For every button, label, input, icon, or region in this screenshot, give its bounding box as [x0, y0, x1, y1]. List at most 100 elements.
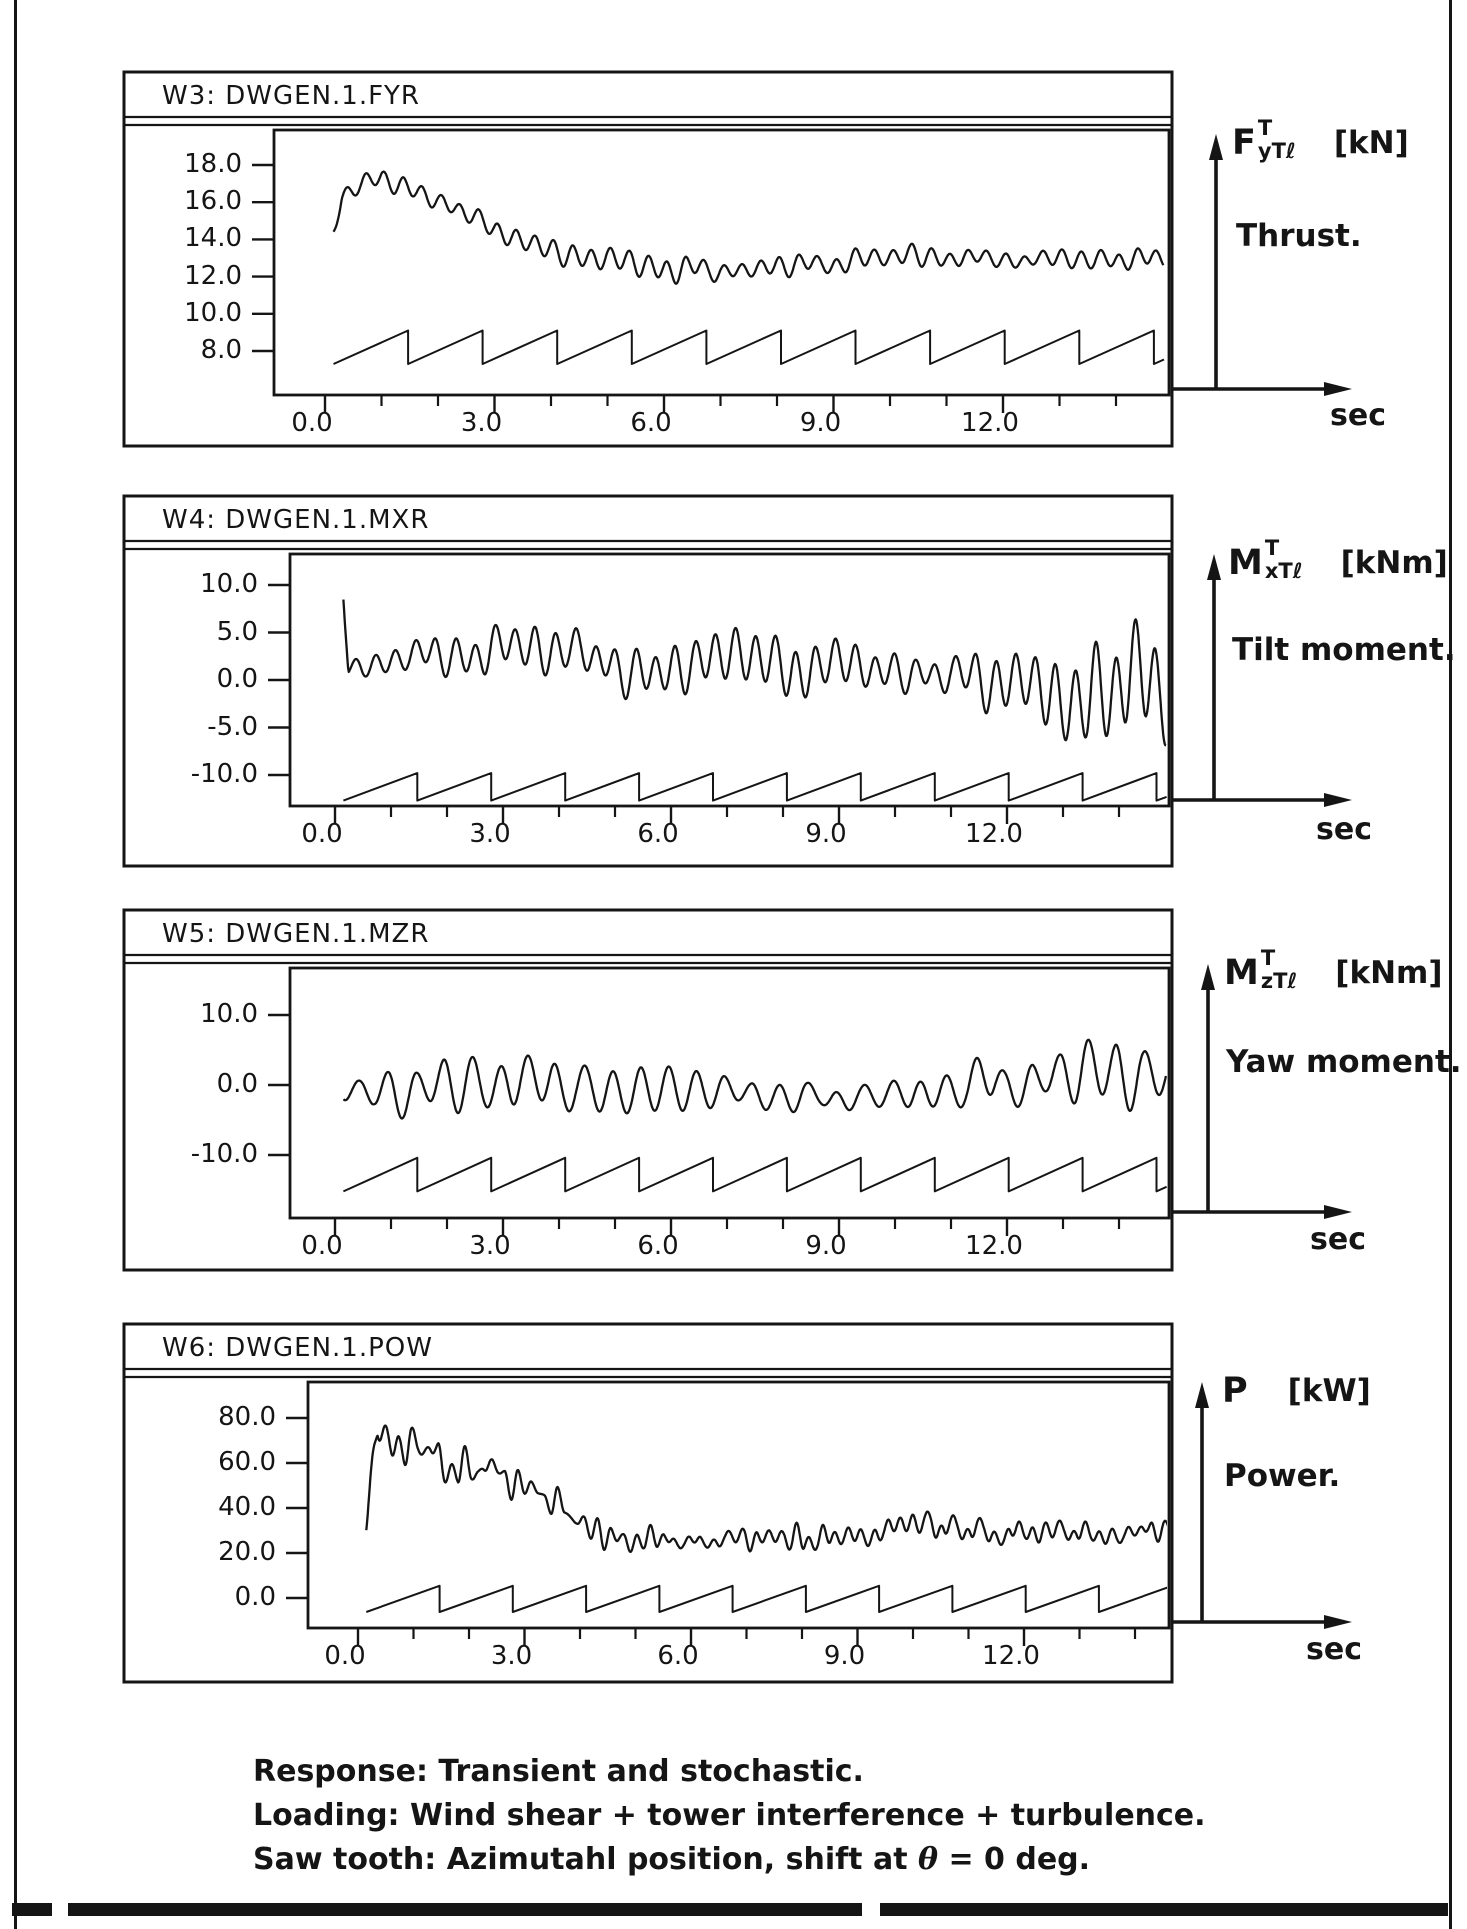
w6-plot-box — [306, 1380, 1171, 1630]
page-border-right — [1449, 0, 1452, 1929]
w4-y-tick-label: 0.0 — [216, 664, 258, 694]
caption-line-response: Response: Transient and stochastic. — [253, 1754, 864, 1789]
w3-signal-path — [332, 170, 1165, 285]
w6-sawtooth-path — [365, 1584, 1167, 1613]
w5-quantity-arrowhead-icon — [1201, 964, 1215, 990]
w6-window-frame — [122, 1322, 1174, 1684]
w4-unit-label: [kNm] — [1340, 545, 1448, 581]
w5-y-tick-label: 10.0 — [200, 999, 258, 1029]
w3-time-unit-label: sec — [1330, 398, 1386, 433]
w4-signal-path — [342, 599, 1167, 747]
w5-time-arrowhead-icon — [1324, 1205, 1352, 1219]
w4-x-tick-label: 3.0 — [469, 819, 511, 849]
w6-signal-path — [365, 1424, 1167, 1554]
w3-y-tick-label: 14.0 — [184, 223, 242, 254]
w6-y-tick-label: 20.0 — [218, 1537, 276, 1567]
w4-window-frame — [122, 494, 1174, 868]
w3-sawtooth-path — [333, 329, 1165, 365]
w6-x-tick-label: 12.0 — [982, 1641, 1040, 1671]
w6-x-tick-label: 0.0 — [324, 1641, 366, 1671]
w5-unit-label: [kNm] — [1335, 955, 1443, 991]
w6-x-tick-label: 3.0 — [490, 1641, 533, 1671]
w5-window-title: W5: DWGEN.1.MZR — [162, 919, 430, 949]
w5-y-tick-label: 0.0 — [216, 1069, 258, 1099]
w3-y-tick-label: 18.0 — [184, 149, 242, 179]
w4-window-title: W4: DWGEN.1.MXR — [162, 505, 430, 535]
w3-y-tick-label: 8.0 — [200, 335, 242, 365]
w4-plot-box — [288, 552, 1171, 808]
w3-description-label: Thrust. — [1236, 218, 1362, 254]
w5-x-tick-label: 6.0 — [637, 1231, 679, 1261]
w3-unit-label: [kN] — [1333, 125, 1409, 161]
w4-y-tick-label: -5.0 — [207, 711, 258, 742]
w3-x-tick-label: 12.0 — [961, 408, 1019, 438]
w6-y-tick-label: 80.0 — [218, 1402, 276, 1432]
w6-time-arrowhead-icon — [1324, 1615, 1352, 1629]
w4-x-tick-label: 9.0 — [805, 819, 847, 849]
w6-time-unit-label: sec — [1306, 1632, 1362, 1667]
w4-x-tick-label: 0.0 — [301, 819, 343, 849]
w4-time-unit-label: sec — [1316, 812, 1372, 847]
w3-window-title: W3: DWGEN.1.FYR — [162, 81, 421, 111]
w6-unit-label: [kW] — [1287, 1373, 1371, 1409]
w6-window-title: W6: DWGEN.1.POW — [162, 1333, 433, 1363]
theta-symbol: θ — [917, 1842, 938, 1877]
w4-x-tick-label: 12.0 — [965, 819, 1023, 849]
w4-quantity-symbol: M — [1228, 543, 1263, 583]
w6-y-tick-label: 40.0 — [218, 1492, 276, 1522]
w6-quantity-arrowhead-icon — [1195, 1382, 1209, 1408]
w6-quantity-symbol: P — [1222, 1371, 1248, 1411]
w5-x-tick-label: 3.0 — [469, 1231, 511, 1261]
w6-y-tick-label: 0.0 — [234, 1582, 276, 1612]
w4-description-label: Tilt moment. — [1232, 632, 1456, 668]
w5-x-tick-label: 0.0 — [301, 1231, 343, 1261]
w4-y-tick-label: 10.0 — [200, 569, 258, 599]
w6-y-tick-label: 60.0 — [218, 1447, 276, 1477]
w3-y-tick-label: 10.0 — [184, 297, 242, 328]
caption-line-sawtooth: Saw tooth: Azimutahl position, shift at … — [253, 1842, 1091, 1877]
page-border-bottom-1 — [12, 1903, 52, 1916]
w5-plot-box — [288, 966, 1171, 1220]
w5-window-frame — [122, 908, 1174, 1272]
w4-quantity-arrowhead-icon — [1207, 554, 1221, 580]
w4-sawtooth-path — [343, 772, 1167, 802]
w3-x-tick-label: 6.0 — [630, 408, 672, 438]
page-border-left — [14, 0, 17, 1929]
w4-x-tick-label: 6.0 — [637, 819, 679, 849]
caption-line-loading: Loading: Wind shear + tower interference… — [253, 1798, 1206, 1833]
w5-y-tick-label: -10.0 — [190, 1139, 258, 1169]
w3-x-tick-label: 9.0 — [799, 408, 842, 438]
w5-time-unit-label: sec — [1310, 1222, 1366, 1257]
w3-window-frame — [122, 70, 1174, 448]
w3-y-tick-label: 16.0 — [184, 186, 242, 217]
w3-x-tick-label: 0.0 — [291, 408, 333, 438]
w5-x-tick-label: 12.0 — [965, 1231, 1023, 1261]
w3-time-arrowhead-icon — [1324, 382, 1352, 396]
w6-x-tick-label: 9.0 — [823, 1641, 866, 1671]
w4-time-arrowhead-icon — [1324, 793, 1352, 807]
w4-y-tick-label: 5.0 — [216, 616, 258, 647]
w5-description-label: Yaw moment. — [1226, 1044, 1462, 1080]
w6-x-tick-label: 6.0 — [657, 1641, 699, 1671]
w5-x-tick-label: 9.0 — [805, 1231, 847, 1261]
page-border-bottom-3 — [880, 1903, 1448, 1916]
w5-signal-path — [342, 1038, 1167, 1120]
page-border-bottom-2 — [68, 1903, 862, 1916]
w6-quantity-label: P [kW] — [1222, 1371, 1371, 1411]
w5-sawtooth-path — [342, 1156, 1167, 1193]
w3-y-tick-label: 12.0 — [184, 260, 242, 291]
w3-x-tick-label: 3.0 — [460, 408, 503, 438]
w3-plot-box — [272, 128, 1171, 397]
w6-description-label: Power. — [1224, 1458, 1341, 1494]
w3-quantity-symbol: F — [1232, 123, 1256, 163]
w3-quantity-arrowhead-icon — [1209, 134, 1223, 160]
w5-quantity-symbol: M — [1224, 953, 1259, 993]
